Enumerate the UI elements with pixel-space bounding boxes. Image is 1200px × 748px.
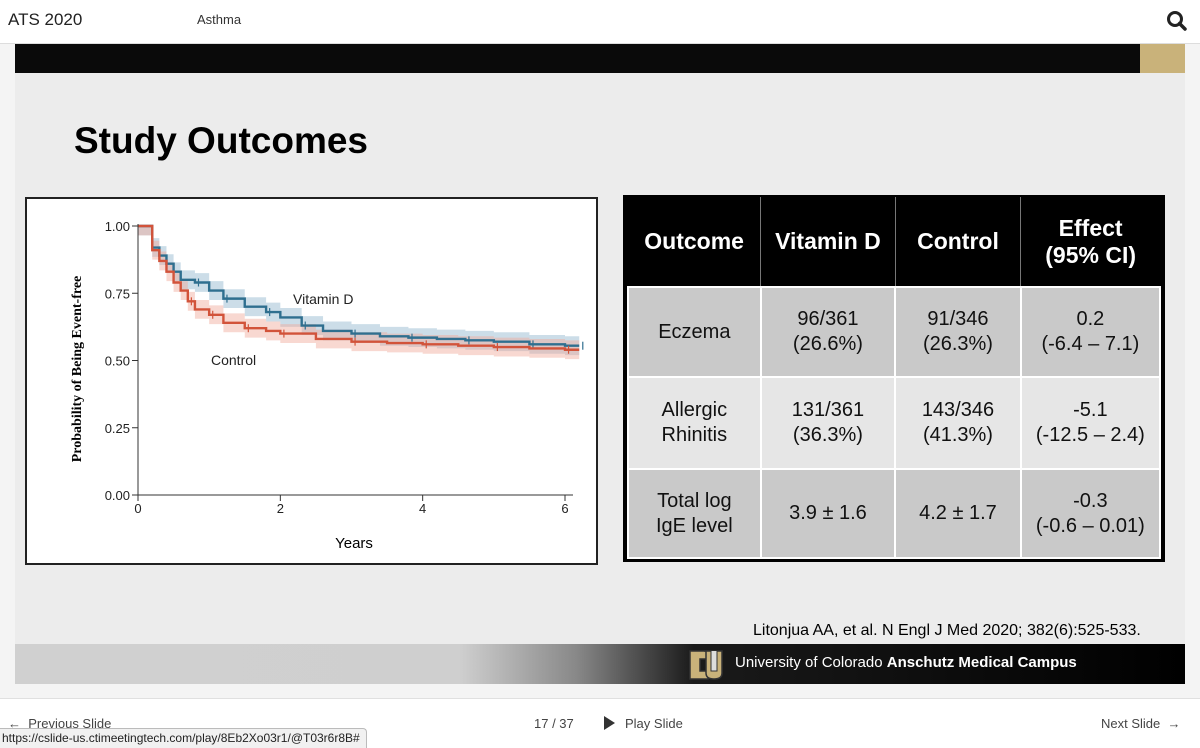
header-effect: Effect (95% CI): [1020, 197, 1160, 287]
table-row: Total log IgE level 3.9 ± 1.6 4.2 ± 1.7 …: [627, 468, 1162, 559]
header-control: Control: [894, 197, 1021, 287]
x-axis-label: Years: [335, 535, 373, 552]
km-line-vitamin-d: [138, 224, 580, 347]
slide-header-bar: [15, 44, 1140, 73]
km-chart-panel: 0.00 0.25 0.50 0.75 1.00 0 2 4 6 Probability of …: [25, 197, 598, 565]
next-slide-button[interactable]: Next Slide →: [1101, 716, 1181, 731]
cell-control: 143/346 (41.3%): [894, 376, 1022, 470]
y-tick-label: 0.50: [105, 354, 130, 369]
play-triangle-icon: [604, 716, 615, 730]
y-axis-label: Probability of Being Event-free: [70, 276, 85, 463]
series-label-vitamin-d: Vitamin D: [293, 291, 353, 307]
arrow-left-icon: ←: [8, 716, 21, 731]
magnifier-icon: [1167, 11, 1187, 31]
previous-slide-button[interactable]: ← Previous Slide: [8, 716, 112, 731]
cell-effect: 0.2 (-6.4 – 7.1): [1019, 286, 1162, 378]
cell-outcome: Allergic Rhinitis: [627, 376, 762, 470]
play-slide-button[interactable]: Play Slide: [604, 716, 683, 731]
slide-footer-band: University of Colorado Anschutz Medical …: [15, 644, 1185, 684]
session-topic: Asthma: [197, 12, 242, 27]
table-header-row: Outcome Vitamin D Control Effect (95% CI…: [628, 197, 1160, 287]
top-bar: ATS 2020 Asthma: [0, 0, 1200, 44]
cell-vitamin-d: 3.9 ± 1.6: [759, 468, 897, 559]
university-name: University of Colorado Anschutz Medical …: [735, 654, 1077, 671]
ci-band-vitamin-d: [138, 226, 580, 356]
table-row: Eczema 96/361 (26.6%) 91/346 (26.3%) 0.2…: [627, 286, 1162, 378]
x-tick-label: 2: [277, 501, 284, 516]
cell-vitamin-d: 96/361 (26.6%): [759, 286, 897, 378]
y-tick-label: 0.25: [105, 421, 130, 436]
cell-control: 91/346 (26.3%): [894, 286, 1022, 378]
cell-vitamin-d: 131/361 (36.3%): [759, 376, 897, 470]
citation: Litonjua AA, et al. N Engl J Med 2020; 3…: [753, 622, 1141, 639]
km-line-control: [138, 224, 580, 351]
app-title: ATS 2020: [8, 10, 83, 29]
cell-effect: -5.1 (-12.5 – 2.4): [1019, 376, 1162, 470]
x-tick-label: 0: [134, 501, 141, 516]
y-tick-label: 0.00: [105, 488, 130, 503]
slide-title: Study Outcomes: [74, 120, 368, 161]
y-tick-label: 1.00: [105, 219, 130, 234]
ci-band-control: [138, 226, 580, 360]
cell-control: 4.2 ± 1.7: [894, 468, 1022, 559]
km-chart: 0.00 0.25 0.50 0.75 1.00 0 2 4 6 Probability of …: [70, 219, 584, 552]
header-vitamin-d: Vitamin D: [760, 197, 896, 287]
cu-logo-icon: [689, 650, 723, 680]
status-url-tooltip: https://cslide-us.ctimeetingtech.com/pla…: [0, 728, 367, 748]
university-name-regular: University of Colorado: [735, 654, 883, 671]
series-label-control: Control: [211, 352, 256, 368]
slide-counter: 17 / 37: [534, 716, 574, 731]
outcomes-table: Outcome Vitamin D Control Effect (95% CI…: [627, 197, 1162, 559]
university-name-bold: Anschutz Medical Campus: [886, 654, 1077, 671]
x-tick-label: 6: [561, 501, 568, 516]
table-row: Allergic Rhinitis 131/361 (36.3%) 143/34…: [627, 376, 1162, 470]
y-tick-label: 0.75: [105, 286, 130, 301]
x-tick-label: 4: [419, 501, 426, 516]
slide-header-accent: [1140, 44, 1185, 73]
cell-effect: -0.3 (-0.6 – 0.01): [1019, 468, 1162, 559]
cell-outcome: Total log IgE level: [627, 468, 762, 559]
arrow-right-icon: →: [1167, 716, 1181, 731]
search-button[interactable]: [1164, 8, 1190, 34]
outcomes-table-panel: Outcome Vitamin D Control Effect (95% CI…: [623, 195, 1165, 562]
slide-canvas: Study Outcomes 0.00 0.25 0.50 0.75 1.00 0 2 4 6 …: [15, 44, 1185, 684]
header-outcome: Outcome: [644, 228, 744, 254]
cell-outcome: Eczema: [627, 286, 762, 378]
